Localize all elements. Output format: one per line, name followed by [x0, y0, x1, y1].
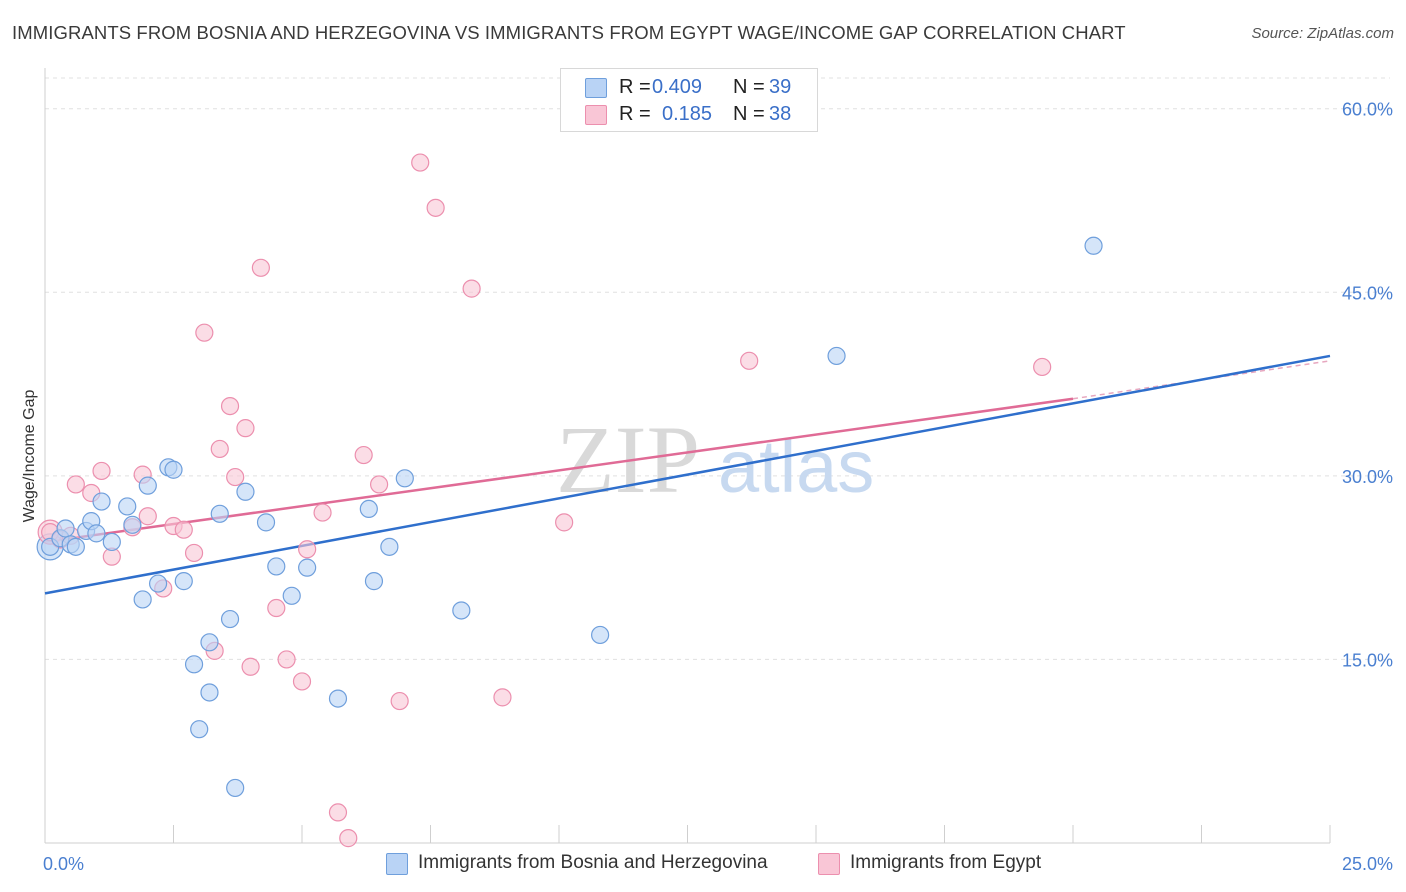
point-bosnia [87, 524, 106, 543]
point-bosnia [395, 469, 414, 488]
point-bosnia [827, 346, 846, 366]
point-egypt [354, 445, 373, 465]
point-egypt [462, 279, 481, 298]
point-bosnia [452, 601, 471, 620]
point-egypt [138, 507, 157, 526]
point-egypt [195, 323, 214, 342]
legend-n-value: 38 [769, 103, 792, 125]
point-bosnia [92, 492, 111, 511]
point-bosnia [226, 778, 245, 798]
chart-title: IMMIGRANTS FROM BOSNIA AND HERZEGOVINA V… [12, 22, 1126, 43]
point-bosnia [118, 497, 137, 516]
stats-legend: R = 0.409 N = 39 R = 0.185 N = 38 [560, 68, 818, 132]
y-tick-label: 60.0% [1342, 100, 1393, 120]
point-egypt [292, 672, 312, 691]
point-bosnia [220, 609, 240, 629]
point-bosnia [174, 572, 193, 591]
point-bosnia [591, 625, 610, 645]
point-egypt [740, 351, 759, 370]
point-egypt [210, 439, 229, 459]
point-egypt [277, 650, 296, 669]
y-tick-label: 15.0% [1342, 650, 1393, 670]
watermark-atlas: atlas [718, 425, 874, 508]
point-bosnia [200, 633, 219, 652]
point-egypt [493, 688, 512, 707]
point-egypt [298, 540, 317, 559]
legend-r-label: R = [619, 76, 651, 98]
point-bosnia [148, 574, 168, 593]
y-tick-label: 30.0% [1342, 467, 1393, 487]
point-egypt [267, 598, 286, 618]
x-tick-labels: 0.0% 25.0% [43, 854, 1393, 874]
point-bosnia [102, 532, 121, 552]
point-bosnia [133, 590, 152, 609]
point-egypt [92, 461, 111, 481]
point-egypt [236, 419, 255, 438]
watermark: ZIP atlas [556, 406, 874, 513]
legend-swatch-egypt [585, 105, 607, 125]
bottom-legend-swatch-egypt [818, 853, 840, 875]
point-egypt [555, 513, 574, 532]
y-axis-label: Wage/Income Gap [21, 390, 38, 523]
point-egypt [174, 520, 193, 539]
source-credit: Source: ZipAtlas.com [1251, 25, 1394, 42]
point-egypt [370, 475, 389, 494]
point-egypt [339, 829, 358, 848]
point-bosnia [66, 537, 85, 556]
point-bosnia [200, 683, 219, 702]
x-tick-label: 0.0% [43, 854, 84, 874]
point-bosnia [236, 482, 255, 501]
y-tick-labels: 15.0% 30.0% 45.0% 60.0% [1342, 100, 1393, 671]
point-bosnia [359, 499, 378, 518]
x-tick-label: 25.0% [1342, 854, 1393, 874]
point-bosnia [1084, 236, 1103, 255]
point-egypt [313, 503, 332, 522]
legend-swatch-bosnia [585, 78, 607, 98]
grid-lines [45, 77, 1390, 660]
point-bosnia [138, 476, 157, 495]
point-bosnia [380, 537, 399, 556]
point-bosnia [364, 572, 384, 591]
point-bosnia [282, 586, 301, 605]
legend-r-value: 0.409 [652, 76, 703, 98]
point-bosnia [210, 504, 229, 523]
legend-n-label: N = [733, 76, 765, 98]
axes [44, 68, 1331, 844]
point-bosnia [56, 519, 75, 538]
point-bosnia [123, 515, 142, 534]
point-bosnia [256, 513, 276, 532]
point-bosnia [164, 460, 183, 479]
point-bosnia [328, 689, 348, 708]
point-egypt [226, 467, 245, 487]
legend-r-label: R = [619, 103, 651, 125]
point-egypt [1033, 357, 1052, 377]
point-egypt [66, 475, 85, 494]
bottom-legend-label-egypt: Immigrants from Egypt [850, 852, 1042, 873]
point-egypt [390, 691, 409, 711]
point-egypt [241, 657, 260, 676]
point-bosnia [298, 558, 317, 577]
bottom-legend-label-bosnia: Immigrants from Bosnia and Herzegovina [418, 852, 768, 873]
point-egypt [184, 543, 204, 563]
point-bosnia [184, 655, 204, 674]
legend-n-value: 39 [769, 76, 792, 98]
y-tick-label: 45.0% [1342, 283, 1393, 303]
bottom-legend-swatch-bosnia [386, 853, 408, 875]
point-egypt [328, 803, 348, 822]
legend-n-label: N = [733, 103, 765, 125]
point-bosnia [267, 557, 286, 576]
point-egypt [251, 258, 270, 277]
point-bosnia [190, 720, 209, 739]
point-egypt [220, 397, 240, 416]
point-egypt [426, 198, 445, 217]
data-points [36, 153, 1103, 848]
trend-line-bosnia [44, 354, 1331, 595]
point-egypt [411, 153, 430, 172]
legend-r-value: 0.185 [662, 103, 713, 125]
